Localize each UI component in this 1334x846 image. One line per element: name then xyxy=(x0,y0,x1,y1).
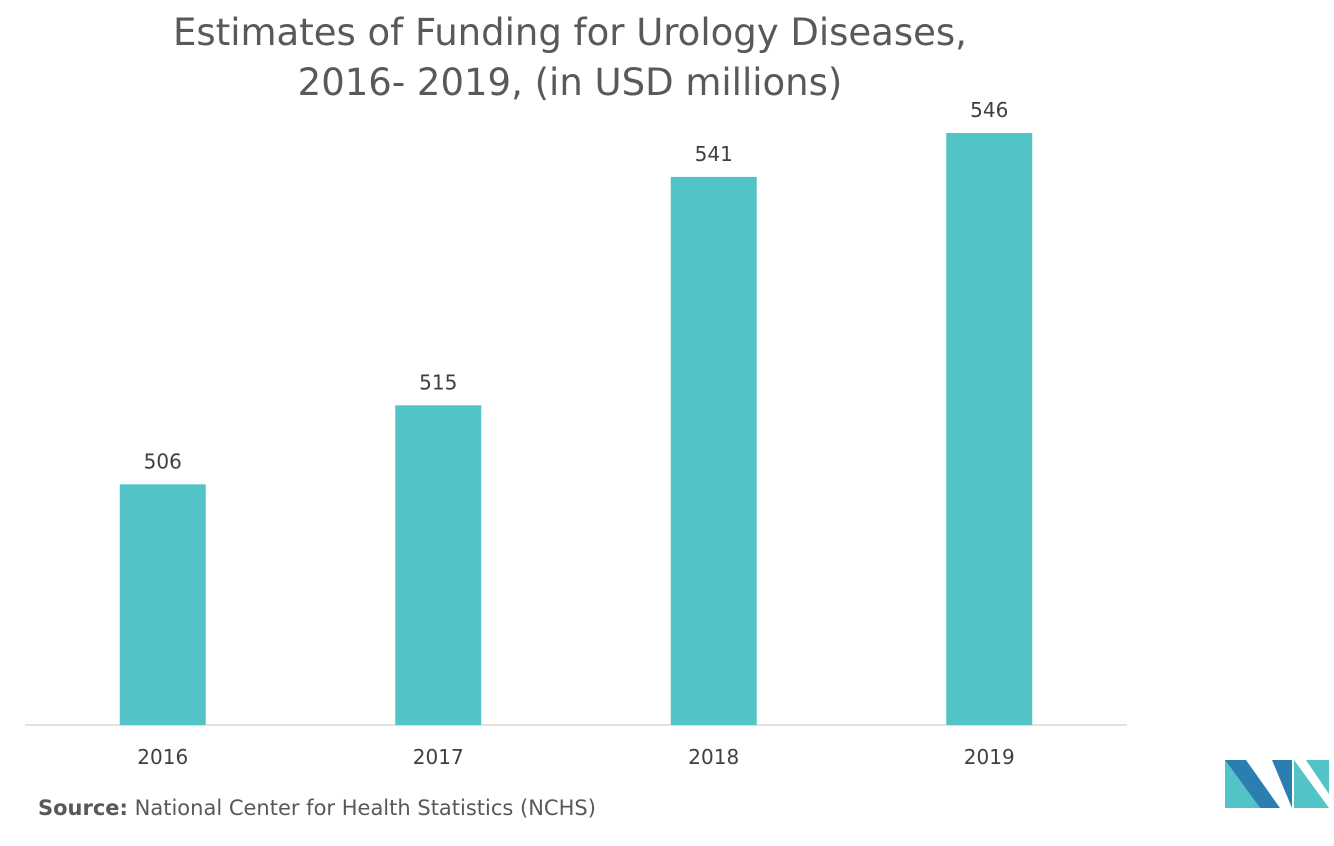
data-label-2019: 546 xyxy=(970,98,1008,122)
bar-2016 xyxy=(119,484,206,725)
bar-2017 xyxy=(395,405,482,725)
bar-2019 xyxy=(946,133,1033,725)
source-label: Source: xyxy=(38,796,128,820)
source-note: Source: National Center for Health Stati… xyxy=(38,796,596,820)
bars-layer: 506 2016 515 2017 541 2018 546 2019 xyxy=(119,98,1033,769)
x-tick-label-2017: 2017 xyxy=(413,745,464,769)
bar-2018 xyxy=(670,176,757,725)
x-tick-label-2019: 2019 xyxy=(964,745,1015,769)
chart-title-line-2: 2016- 2019, (in USD millions) xyxy=(297,61,843,104)
x-tick-label-2016: 2016 xyxy=(137,745,188,769)
data-label-2018: 541 xyxy=(695,142,733,166)
chart-title-line-1: Estimates of Funding for Urology Disease… xyxy=(173,11,967,54)
data-label-2016: 506 xyxy=(144,449,182,473)
chart-title: Estimates of Funding for Urology Disease… xyxy=(0,8,1140,108)
data-label-2017: 515 xyxy=(419,370,457,394)
source-text: National Center for Health Statistics (N… xyxy=(134,796,596,820)
mordor-logo-icon xyxy=(1225,760,1329,808)
x-tick-label-2018: 2018 xyxy=(688,745,739,769)
